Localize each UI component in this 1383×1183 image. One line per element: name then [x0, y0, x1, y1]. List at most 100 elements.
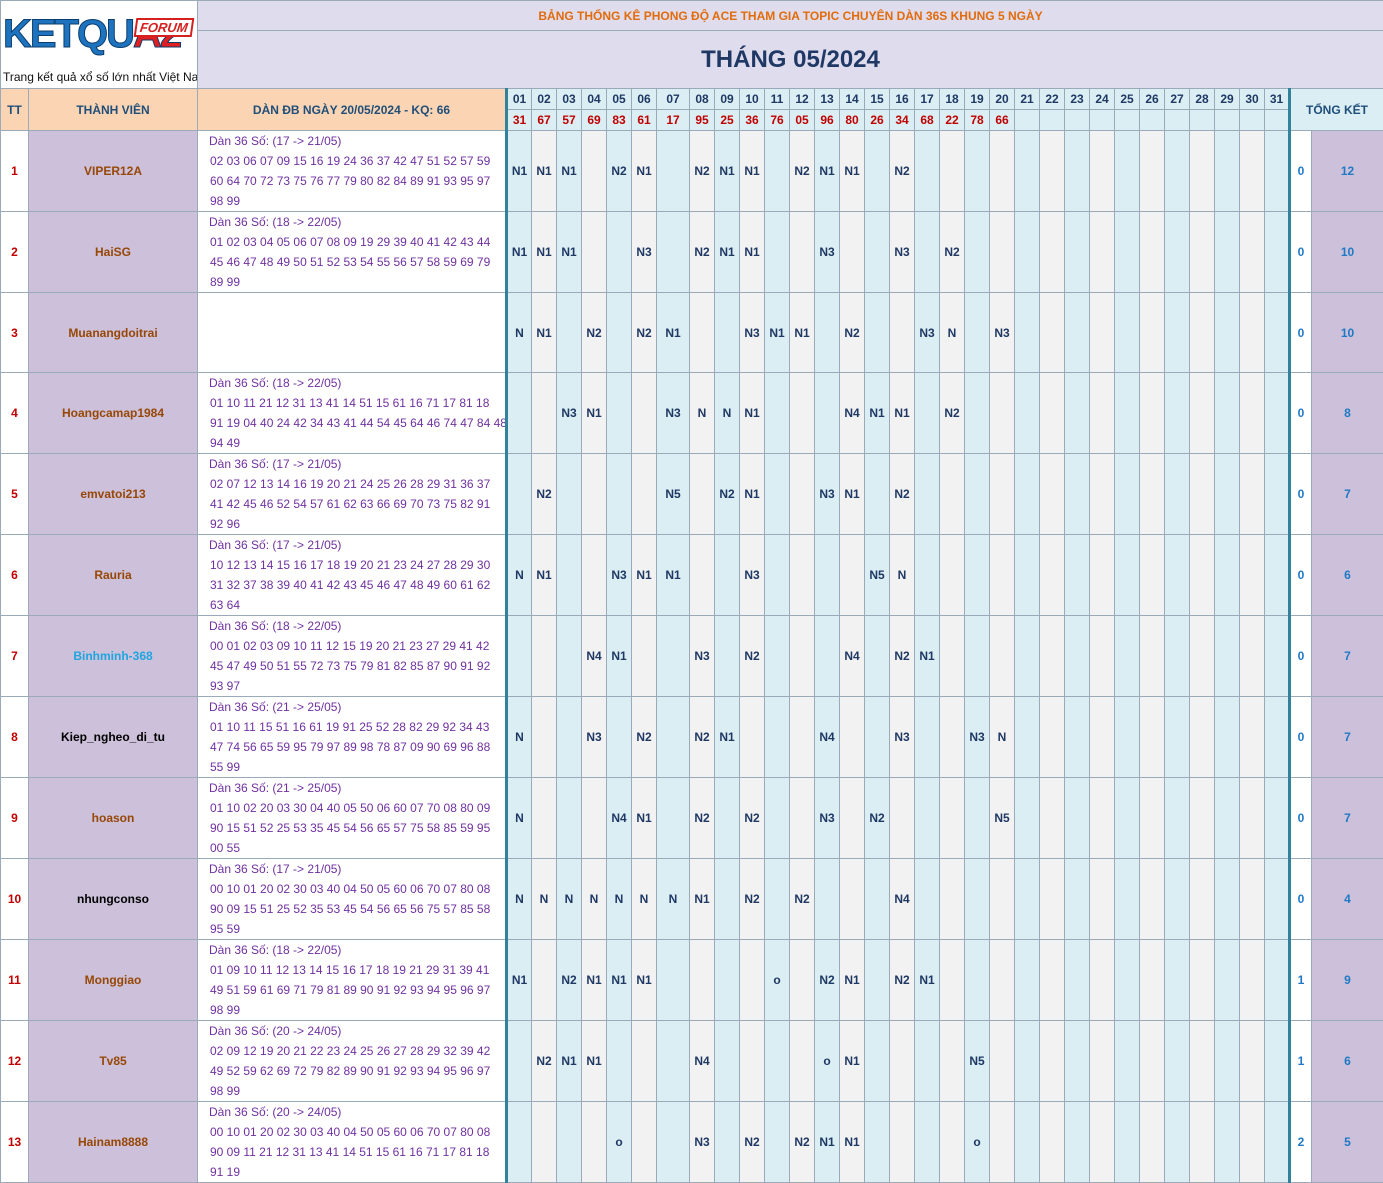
day-mark: o — [765, 940, 790, 1021]
day-mark — [657, 1021, 690, 1102]
day-mark: N3 — [815, 212, 840, 293]
day-result — [1090, 110, 1115, 131]
dan-numbers: Dàn 36 Số: (20 -> 24/05)02 09 12 19 20 2… — [198, 1021, 507, 1102]
day-mark: N — [690, 373, 715, 454]
summary-total: 7 — [1312, 697, 1383, 778]
dan-title: Dàn 36 Số: (21 -> 25/05) — [209, 697, 505, 717]
dan-line: 01 02 03 04 05 06 07 08 09 19 29 39 40 4… — [210, 232, 505, 252]
day-mark — [915, 535, 940, 616]
day-mark: N1 — [532, 212, 557, 293]
dan-line: 49 52 59 62 69 72 79 82 89 90 91 92 93 9… — [210, 1061, 505, 1081]
dan-line: 63 64 — [210, 595, 505, 615]
day-mark: N4 — [890, 859, 915, 940]
day-mark — [657, 778, 690, 859]
col-tt-header: TT — [1, 89, 29, 131]
day-mark — [1015, 616, 1040, 697]
day-result: 22 — [940, 110, 965, 131]
day-mark — [1165, 454, 1190, 535]
day-mark: N1 — [657, 293, 690, 373]
day-mark — [715, 616, 740, 697]
member-name[interactable]: Hainam8888 — [29, 1102, 198, 1183]
row-number: 10 — [1, 859, 29, 940]
day-mark: N1 — [557, 1021, 582, 1102]
member-name[interactable]: Binhminh-368 — [29, 616, 198, 697]
day-mark — [715, 1102, 740, 1183]
member-name[interactable]: nhungconso — [29, 859, 198, 940]
day-mark — [632, 1102, 657, 1183]
member-name[interactable]: Tv85 — [29, 1021, 198, 1102]
day-result — [1040, 110, 1065, 131]
day-mark: N3 — [582, 697, 607, 778]
logo-text-blue: KETQU — [3, 12, 133, 56]
dan-numbers: Dàn 36 Số: (17 -> 21/05)02 03 06 07 09 1… — [198, 131, 507, 212]
day-mark — [940, 697, 965, 778]
day-mark: N4 — [840, 373, 865, 454]
month-title: THÁNG 05/2024 — [198, 31, 1383, 89]
day-mark: N1 — [865, 373, 890, 454]
day-mark: N3 — [632, 212, 657, 293]
day-mark — [990, 1021, 1015, 1102]
member-name[interactable]: VIPER12A — [29, 131, 198, 212]
day-header: 21 — [1015, 89, 1040, 110]
day-mark — [557, 778, 582, 859]
dan-line: 90 15 51 52 25 53 35 45 54 56 65 57 75 5… — [210, 818, 505, 838]
day-mark: N1 — [632, 778, 657, 859]
day-header: 22 — [1040, 89, 1065, 110]
day-mark — [865, 131, 890, 212]
day-mark: o — [815, 1021, 840, 1102]
day-mark — [965, 940, 990, 1021]
day-mark — [965, 859, 990, 940]
member-name[interactable]: Hoangcamap1984 — [29, 373, 198, 454]
day-mark: N3 — [890, 697, 915, 778]
dan-numbers: Dàn 36 Số: (18 -> 22/05)01 02 03 04 05 0… — [198, 212, 507, 293]
day-mark: N — [507, 293, 532, 373]
day-mark — [890, 1021, 915, 1102]
col-dan-header: DÀN ĐB NGÀY 20/05/2024 - KQ: 66 — [198, 89, 507, 131]
summary-hits: 0 — [1290, 859, 1312, 940]
member-name[interactable]: Monggiao — [29, 940, 198, 1021]
member-name[interactable]: emvatoi213 — [29, 454, 198, 535]
member-name[interactable]: HaiSG — [29, 212, 198, 293]
top-title: BẢNG THỐNG KÊ PHONG ĐỘ ACE THAM GIA TOPI… — [198, 1, 1383, 31]
member-name[interactable]: hoason — [29, 778, 198, 859]
summary-total: 7 — [1312, 778, 1383, 859]
summary-hits: 0 — [1290, 293, 1312, 373]
day-mark — [965, 212, 990, 293]
day-mark: N1 — [915, 616, 940, 697]
day-result — [1240, 110, 1265, 131]
day-mark: N — [557, 859, 582, 940]
day-mark — [1115, 1102, 1140, 1183]
day-mark — [1165, 293, 1190, 373]
day-mark — [582, 131, 607, 212]
day-mark — [1165, 212, 1190, 293]
logo[interactable]: KETQUA2 FORUM Trang kết quả xổ số lớn nh… — [1, 1, 198, 89]
summary-hits: 0 — [1290, 212, 1312, 293]
member-name[interactable]: Rauria — [29, 535, 198, 616]
day-mark — [1090, 616, 1115, 697]
day-mark — [940, 859, 965, 940]
day-mark — [1090, 1021, 1115, 1102]
day-mark — [1115, 535, 1140, 616]
day-mark — [740, 1021, 765, 1102]
member-name[interactable]: Muanangdoitrai — [29, 293, 198, 373]
dan-line: 41 42 45 46 52 54 57 61 62 63 66 69 70 7… — [210, 494, 505, 514]
day-mark — [1040, 131, 1065, 212]
dan-numbers: Dàn 36 Số: (18 -> 22/05)00 01 02 03 09 1… — [198, 616, 507, 697]
dan-numbers: Dàn 36 Số: (18 -> 22/05)01 09 10 11 12 1… — [198, 940, 507, 1021]
day-mark — [1090, 131, 1115, 212]
day-mark — [790, 697, 815, 778]
day-mark: N2 — [607, 131, 632, 212]
day-mark — [815, 616, 840, 697]
day-mark — [840, 535, 865, 616]
day-mark — [1190, 1102, 1215, 1183]
day-mark — [1065, 616, 1090, 697]
day-mark: N2 — [740, 859, 765, 940]
day-mark: N2 — [532, 454, 557, 535]
day-mark — [815, 373, 840, 454]
member-name[interactable]: Kiep_ngheo_di_tu — [29, 697, 198, 778]
day-mark — [940, 1102, 965, 1183]
day-mark — [1265, 697, 1290, 778]
day-mark — [1240, 212, 1265, 293]
day-mark — [1090, 454, 1115, 535]
